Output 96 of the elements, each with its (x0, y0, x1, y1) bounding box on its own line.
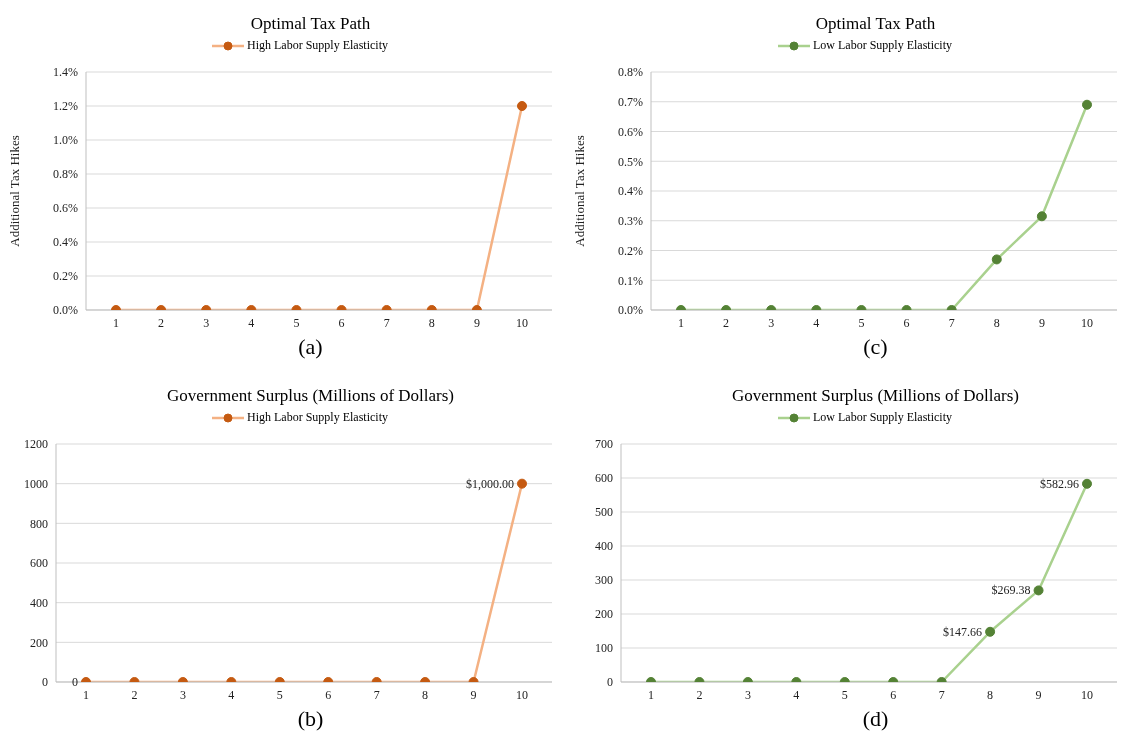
legend-label: Low Labor Supply Elasticity (813, 410, 952, 425)
data-label: $1,000.00 (466, 476, 514, 491)
y-axis-title: Additional Tax Hikes (6, 135, 22, 247)
y-tick-label: 1.2% (53, 99, 78, 114)
y-tick-label: 100 (595, 641, 613, 656)
point (991, 254, 1002, 265)
text: (b) (296, 706, 325, 732)
y-tick-label: 600 (30, 556, 48, 571)
point (1033, 585, 1044, 596)
y-tick-label: 0.4% (53, 235, 78, 250)
y-tick-label: 0.6% (618, 124, 643, 139)
y-tick-label: 0.7% (618, 95, 643, 110)
x-tick-label: 1 (83, 687, 89, 702)
y-tick-label: 700 (595, 437, 613, 452)
chart-title: Government Surplus (Millions of Dollars) (730, 386, 1021, 406)
y-axis-title: Additional Tax Hikes (571, 135, 587, 247)
x-tick-label: 7 (938, 687, 945, 702)
data-label: $269.38 (991, 583, 1031, 598)
y-tick-label: 800 (30, 516, 48, 531)
x-tick-label: 9 (1038, 315, 1045, 330)
y-tick-label: 400 (595, 539, 613, 554)
y-tick-label: 0.2% (618, 243, 643, 258)
x-tick-label: 4 (228, 687, 235, 702)
y-tick-label: 1000 (24, 476, 48, 491)
point (1082, 99, 1092, 110)
y-tick-label: 1200 (24, 437, 48, 452)
x-tick-label: 5 (858, 315, 865, 330)
legend-label: Low Labor Supply Elasticity (813, 38, 952, 53)
text: (a) (297, 334, 324, 360)
y-tick-label: 200 (30, 635, 48, 650)
legend-label: High Labor Supply Elasticity (247, 38, 388, 53)
y-tick-label: 0.8% (618, 65, 643, 80)
x-tick-label: 10 (1081, 687, 1093, 702)
text: (c) (862, 334, 889, 360)
x-tick-label: 5 (276, 687, 283, 702)
x-tick-label: 10 (516, 687, 528, 702)
x-tick-label: 2 (158, 315, 165, 330)
y-tick-label: 300 (595, 573, 613, 588)
x-tick-label: 2 (723, 315, 730, 330)
x-tick-label: 9 (470, 687, 477, 702)
y-tick-label: 0 (607, 675, 613, 690)
y-tick-label: 0.3% (618, 214, 643, 229)
x-tick-label: 4 (793, 687, 800, 702)
y-tick-label: 0.6% (53, 201, 78, 216)
point (985, 626, 996, 637)
x-tick-label: 6 (325, 687, 332, 702)
x-tick-label: 9 (1035, 687, 1042, 702)
legend-label: High Labor Supply Elasticity (247, 410, 388, 425)
x-tick-label: 4 (248, 315, 255, 330)
y-tick-label: 0.1% (618, 273, 643, 288)
x-tick-label: 1 (648, 687, 654, 702)
y-tick-label: 0.2% (53, 269, 78, 284)
y-tick-label: 0.8% (53, 167, 78, 182)
x-tick-label: 6 (890, 687, 897, 702)
x-tick-label: 4 (813, 315, 820, 330)
x-tick-label: 3 (179, 687, 186, 702)
x-tick-label: 8 (987, 687, 994, 702)
x-tick-label: 5 (841, 687, 848, 702)
chart-title: Optimal Tax Path (249, 14, 372, 34)
x-tick-label: 7 (383, 315, 390, 330)
x-tick-label: 8 (422, 687, 429, 702)
x-tick-label: 6 (903, 315, 910, 330)
point (1036, 211, 1047, 222)
y-tick-label: 400 (30, 595, 48, 610)
x-tick-label: 5 (293, 315, 300, 330)
data-label: $147.66 (943, 624, 983, 639)
x-tick-label: 1 (678, 315, 684, 330)
y-tick-label: 0.0% (618, 303, 643, 318)
y-tick-label: 600 (595, 471, 613, 486)
x-tick-label: 7 (373, 687, 380, 702)
y-tick-label: 0.0% (53, 303, 78, 318)
x-tick-label: 1 (113, 315, 119, 330)
data-label: $582.96 (1040, 476, 1079, 491)
x-tick-label: 2 (131, 687, 138, 702)
x-tick-label: 6 (338, 315, 345, 330)
x-tick-label: 2 (696, 687, 703, 702)
x-tick-label: 3 (744, 687, 751, 702)
y-tick-label: 0.5% (618, 154, 643, 169)
y-tick-label: 1.0% (53, 133, 78, 148)
x-tick-label: 3 (203, 315, 210, 330)
x-tick-label: 10 (516, 315, 528, 330)
x-tick-label: 3 (768, 315, 775, 330)
chart-title: Optimal Tax Path (814, 14, 937, 34)
x-tick-label: 8 (428, 315, 435, 330)
y-tick-label: 0.4% (618, 184, 643, 199)
y-tick-label: 500 (595, 505, 613, 520)
x-tick-label: 9 (473, 315, 480, 330)
y-tick-label: 0 (42, 675, 48, 690)
x-tick-label: 8 (993, 315, 1000, 330)
point (1082, 478, 1092, 489)
x-tick-label: 10 (1081, 315, 1093, 330)
y-tick-label: 1.4% (53, 65, 78, 80)
text: (d) (861, 706, 890, 732)
chart-title: Government Surplus (Millions of Dollars) (165, 386, 456, 406)
y-tick-label: 200 (595, 607, 613, 622)
x-tick-label: 7 (948, 315, 955, 330)
